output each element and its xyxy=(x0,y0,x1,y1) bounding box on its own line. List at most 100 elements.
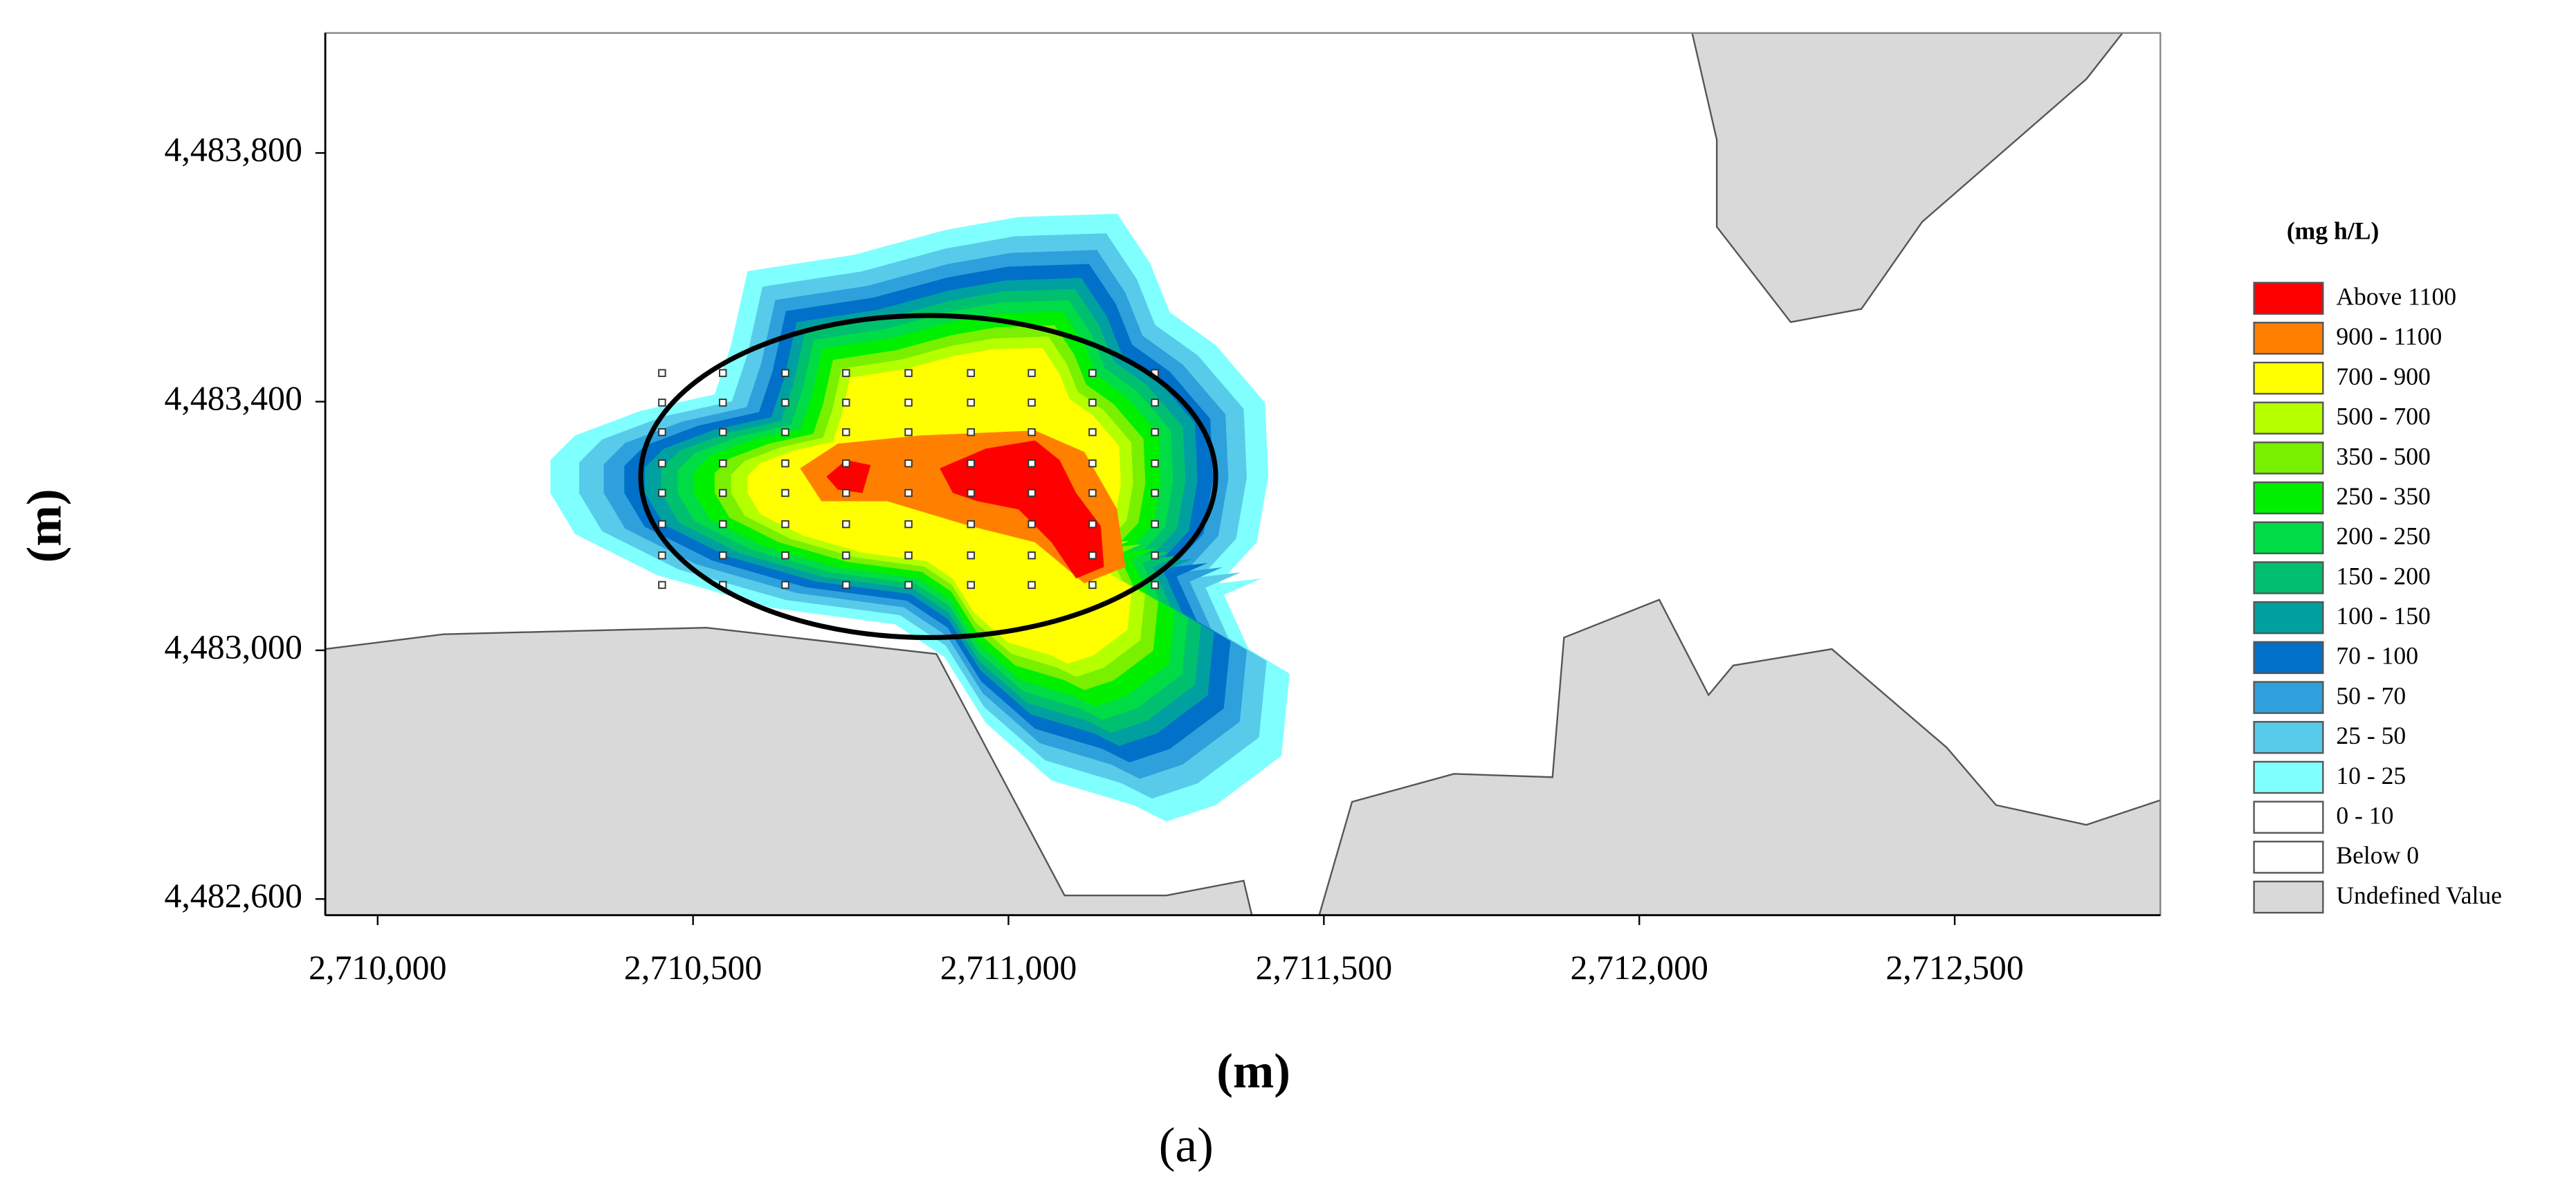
undefined-area xyxy=(1691,32,2125,323)
undefined-area xyxy=(1318,598,2162,916)
receptor xyxy=(719,551,727,560)
legend-swatch xyxy=(2253,641,2324,675)
receptor xyxy=(658,520,666,529)
receptor xyxy=(781,459,789,468)
legend-label: 250 - 350 xyxy=(2336,482,2431,510)
receptor xyxy=(1027,369,1036,377)
receptor xyxy=(1151,459,1159,468)
receptor xyxy=(658,488,666,497)
receptor xyxy=(1088,428,1097,437)
receptor xyxy=(967,428,975,437)
y-axis-label: (m) xyxy=(18,489,72,563)
receptor xyxy=(1027,581,1036,590)
contour-band xyxy=(826,459,871,493)
receptor xyxy=(658,459,666,468)
receptor xyxy=(842,581,850,590)
legend-label: 25 - 50 xyxy=(2336,722,2406,749)
receptor xyxy=(904,520,913,529)
legend-swatch xyxy=(2253,521,2324,555)
receptor xyxy=(1088,369,1097,377)
receptor xyxy=(967,551,975,560)
receptor xyxy=(1088,399,1097,407)
receptor xyxy=(842,488,850,497)
source-ellipse xyxy=(638,313,1218,640)
caption: (a) xyxy=(1159,1119,1214,1173)
receptor xyxy=(658,551,666,560)
contour-band xyxy=(940,440,1104,578)
receptor xyxy=(781,551,789,560)
receptor xyxy=(1027,520,1036,529)
legend-label: Below 0 xyxy=(2336,841,2419,869)
legend-swatch xyxy=(2253,760,2324,794)
y-tick-label: 4,483,000 xyxy=(164,628,302,666)
receptor xyxy=(967,399,975,407)
legend-label: 70 - 100 xyxy=(2336,642,2418,670)
receptor xyxy=(719,459,727,468)
receptor xyxy=(1027,399,1036,407)
receptor xyxy=(842,520,850,529)
x-tick-label: 2,711,000 xyxy=(940,949,1077,987)
receptor xyxy=(781,399,789,407)
receptor xyxy=(842,459,850,468)
legend-label: 350 - 500 xyxy=(2336,442,2431,470)
receptor xyxy=(781,581,789,590)
receptor xyxy=(781,428,789,437)
receptor xyxy=(1027,488,1036,497)
receptor xyxy=(967,581,975,590)
receptor xyxy=(658,399,666,407)
legend-swatch xyxy=(2253,282,2324,315)
receptor xyxy=(904,428,913,437)
legend-label: Above 1100 xyxy=(2336,282,2456,310)
legend-label: 700 - 900 xyxy=(2336,363,2431,390)
x-tick-label: 2,711,500 xyxy=(1256,949,1393,987)
receptor xyxy=(904,488,913,497)
receptor xyxy=(1151,581,1159,590)
legend-swatch xyxy=(2253,322,2324,355)
receptor xyxy=(719,520,727,529)
receptor xyxy=(1151,399,1159,407)
x-tick-label: 2,712,500 xyxy=(1885,949,2023,987)
receptor xyxy=(1088,581,1097,590)
receptor xyxy=(904,399,913,407)
receptor xyxy=(967,488,975,497)
legend-label: 150 - 200 xyxy=(2336,562,2431,590)
receptor xyxy=(904,459,913,468)
receptor xyxy=(719,369,727,377)
legend-title: (mg h/L) xyxy=(2287,217,2379,244)
receptor xyxy=(781,520,789,529)
receptor xyxy=(842,551,850,560)
legend-swatch xyxy=(2253,801,2324,834)
legend-label: 0 - 10 xyxy=(2336,802,2393,830)
receptor xyxy=(1088,520,1097,529)
receptor xyxy=(842,428,850,437)
legend-swatch xyxy=(2253,601,2324,634)
legend-label: 500 - 700 xyxy=(2336,403,2431,430)
receptor xyxy=(842,399,850,407)
receptor xyxy=(781,488,789,497)
receptor xyxy=(1151,488,1159,497)
y-tick-label: 4,482,600 xyxy=(164,877,302,915)
x-tick-label: 2,712,000 xyxy=(1570,949,1708,987)
y-tick-label: 4,483,400 xyxy=(164,379,302,417)
legend-label: Undefined Value xyxy=(2336,881,2502,909)
receptor xyxy=(719,428,727,437)
legend-swatch xyxy=(2253,441,2324,475)
legend-label: 50 - 70 xyxy=(2336,682,2406,709)
x-axis-label: (m) xyxy=(1216,1045,1290,1099)
receptor xyxy=(658,369,666,377)
legend-swatch xyxy=(2253,481,2324,515)
receptor xyxy=(1088,551,1097,560)
receptor xyxy=(1151,551,1159,560)
receptor xyxy=(658,581,666,590)
receptor xyxy=(781,369,789,377)
legend-label: 100 - 150 xyxy=(2336,602,2431,630)
receptor xyxy=(904,369,913,377)
receptor xyxy=(1088,459,1097,468)
receptor xyxy=(967,520,975,529)
receptor xyxy=(967,459,975,468)
legend-swatch xyxy=(2253,721,2324,754)
legend-swatch xyxy=(2253,681,2324,714)
receptor xyxy=(719,399,727,407)
y-tick-label: 4,483,800 xyxy=(164,131,302,169)
